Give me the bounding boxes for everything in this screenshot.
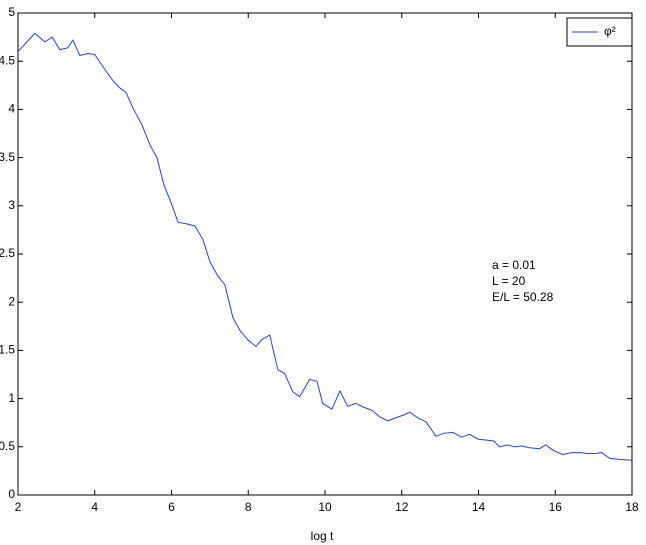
x-axis-label: log t [311, 529, 334, 543]
y-tick-label: 3.5 [0, 150, 15, 164]
y-tick-label: 3 [8, 198, 15, 212]
x-tick-label: 18 [625, 500, 639, 514]
x-tick-label: 16 [549, 500, 563, 514]
y-tick-label: 1 [8, 391, 15, 405]
legend-label: φ² [604, 24, 616, 38]
y-tick-label: 2 [8, 294, 15, 308]
y-tick-label: 0 [8, 487, 15, 501]
y-tick-label: 2.5 [0, 246, 15, 260]
x-tick-label: 8 [245, 500, 252, 514]
x-tick-label: 14 [472, 500, 486, 514]
x-tick-label: 10 [318, 500, 332, 514]
annotation: L = 20 [492, 274, 526, 288]
y-tick-label: 0.5 [0, 439, 15, 453]
y-tick-label: 1.5 [0, 343, 15, 357]
x-tick-label: 6 [168, 500, 175, 514]
y-tick-label: 4.5 [0, 53, 15, 67]
data-line [17, 32, 633, 461]
annotation: a = 0.01 [492, 258, 536, 272]
plot-frame [17, 12, 633, 496]
y-tick-label: 4 [8, 102, 15, 116]
x-tick-label: 4 [91, 500, 98, 514]
x-tick-label: 12 [395, 500, 409, 514]
y-tick-label: 5 [8, 5, 15, 19]
annotation: E/L = 50.28 [492, 290, 554, 304]
x-tick-label: 2 [15, 500, 22, 514]
